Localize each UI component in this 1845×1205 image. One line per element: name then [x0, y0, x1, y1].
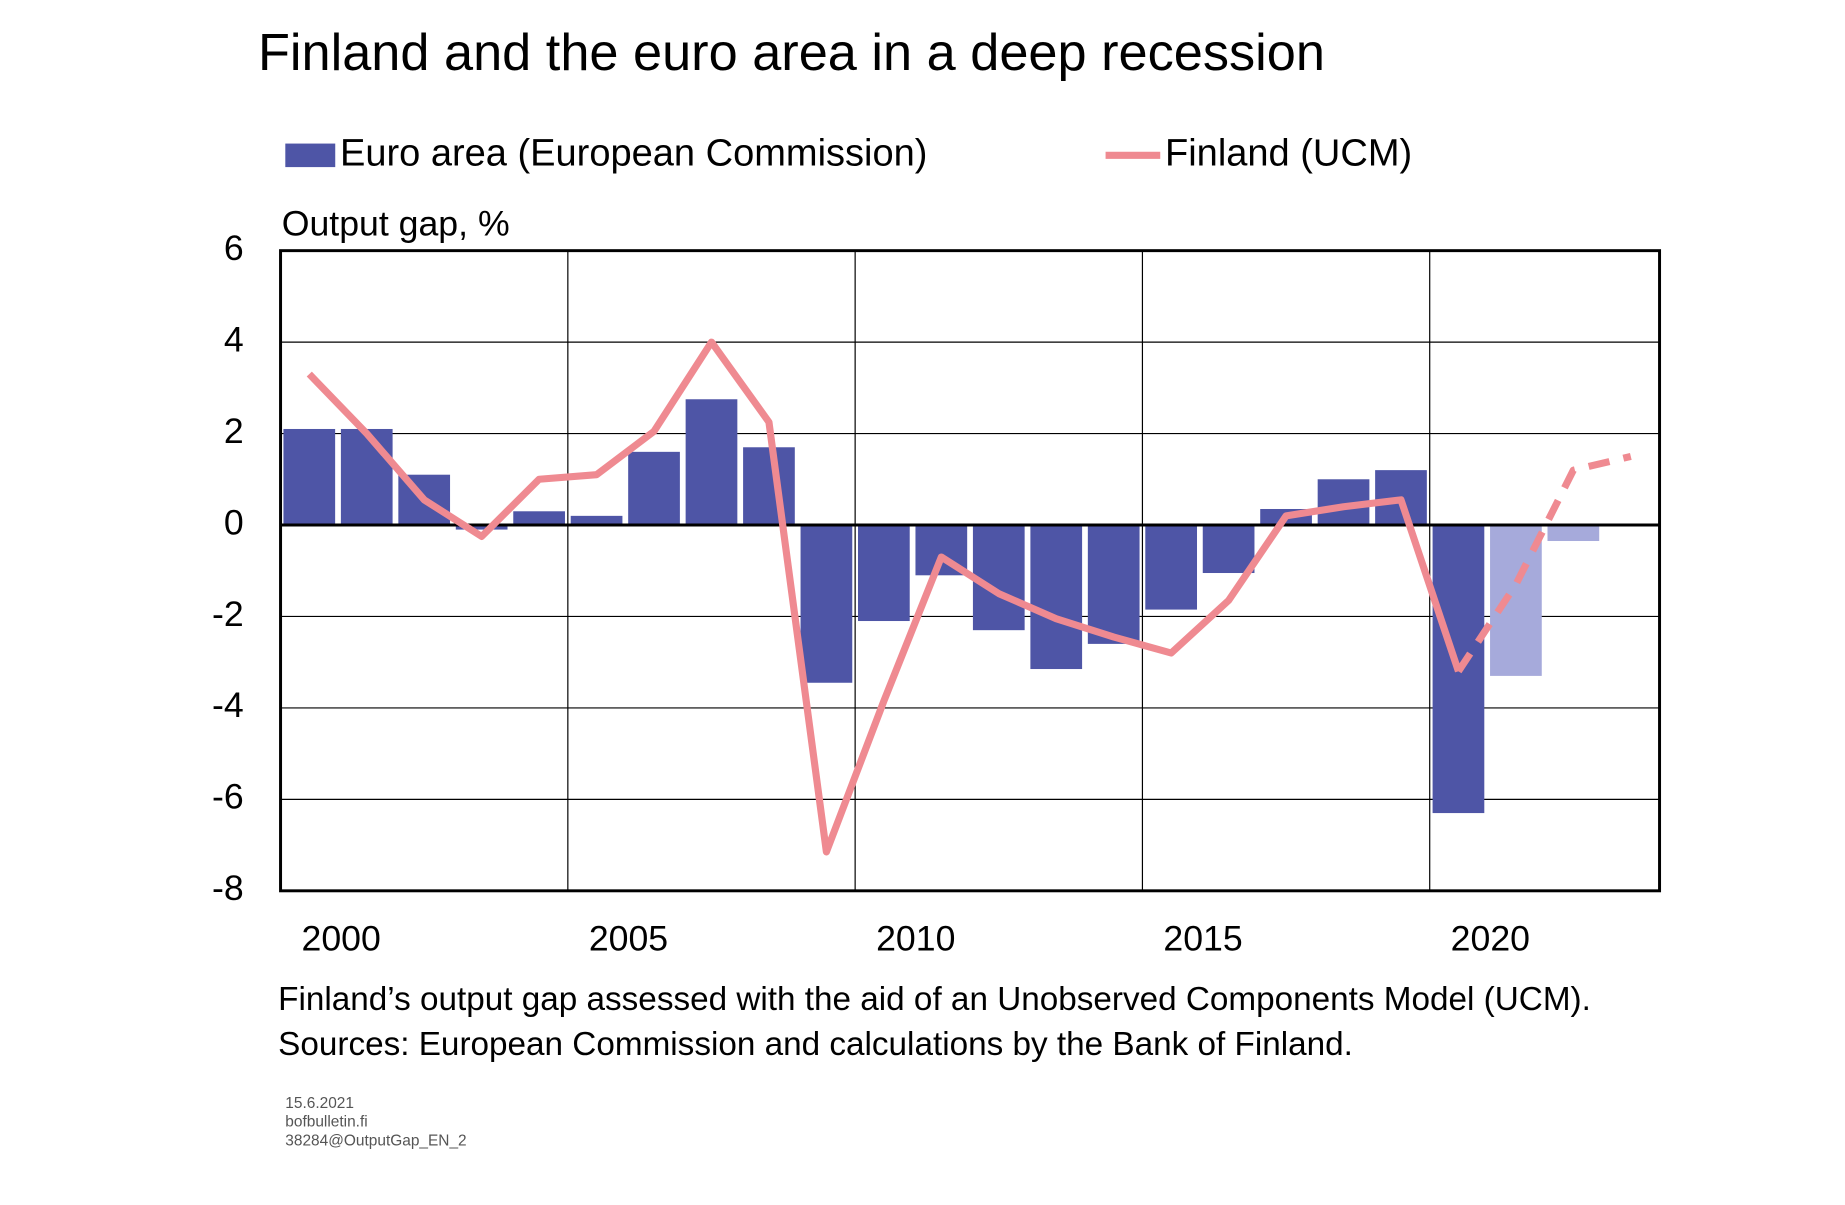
line-series [1455, 452, 1632, 674]
footer: 38284@OutputGap_EN_2 [285, 1133, 466, 1150]
bar [972, 525, 1025, 631]
bar [1087, 525, 1140, 644]
footer: 15.6.2021 [285, 1095, 354, 1112]
y-axis-label: Output gap, % [282, 203, 510, 243]
bar [513, 511, 565, 526]
bar [800, 525, 853, 683]
bar [685, 399, 738, 526]
y-tick-label: -6 [212, 777, 244, 817]
bar [628, 451, 680, 526]
bar [743, 447, 795, 526]
y-tick-label: 0 [224, 502, 244, 542]
note: Sources: European Commission and calcula… [278, 1026, 1353, 1063]
x-tick-label: 2010 [876, 919, 955, 959]
x-tick-label: 2000 [302, 919, 381, 959]
bar [570, 515, 623, 526]
chart-title: Finland and the euro area in a deep rece… [258, 24, 1325, 82]
legend-label: Euro area (European Commission) [340, 132, 927, 174]
bar [1547, 525, 1600, 542]
y-tick-label: 4 [224, 320, 244, 360]
y-tick-label: -8 [212, 868, 244, 908]
y-tick-label: -2 [212, 594, 244, 634]
bar [858, 525, 910, 622]
footer: bofbulletin.fi [285, 1114, 367, 1131]
line-series [306, 338, 1462, 856]
bar [1202, 525, 1255, 574]
x-tick-label: 2020 [1451, 919, 1530, 959]
legend-label: Finland (UCM) [1165, 132, 1412, 174]
bar [1145, 525, 1198, 610]
y-tick-label: 2 [224, 411, 244, 451]
plot-frame [279, 249, 1662, 893]
x-tick-label: 2015 [1163, 919, 1242, 959]
y-tick-label: 6 [224, 228, 244, 268]
note: Finland’s output gap assessed with the a… [278, 981, 1591, 1018]
x-tick-label: 2005 [589, 919, 668, 959]
bar [340, 428, 393, 526]
bar [1030, 525, 1083, 670]
legend-swatch [285, 143, 336, 168]
bar [455, 525, 508, 530]
bar [283, 428, 336, 526]
y-tick-label: -4 [212, 685, 244, 725]
